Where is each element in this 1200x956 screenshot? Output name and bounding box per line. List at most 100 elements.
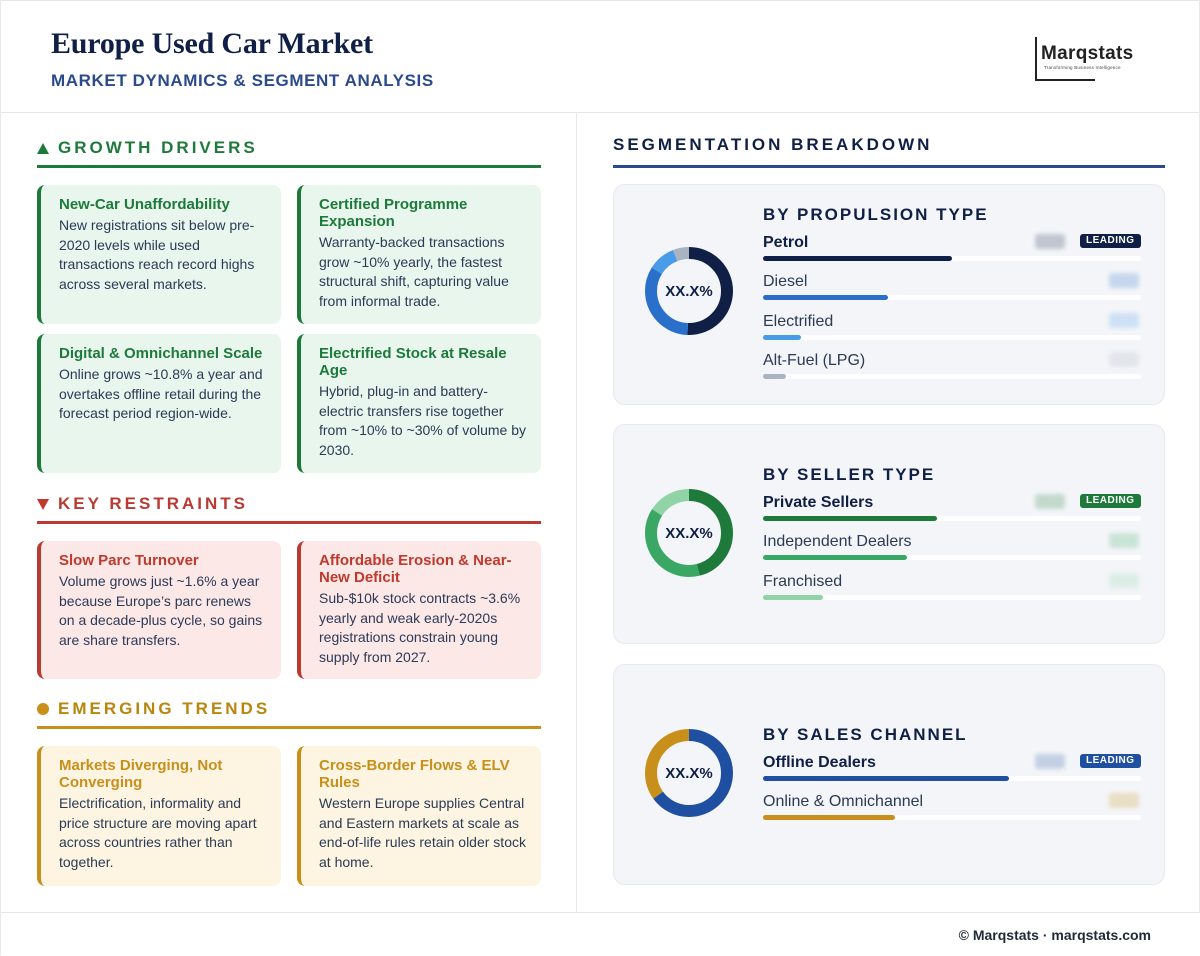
segment-label: Petrol xyxy=(763,234,809,251)
emerging-trends-heading: EMERGING TRENDS xyxy=(37,699,541,729)
segment-bar-fill xyxy=(763,256,952,261)
panel-title: BY SALES CHANNEL xyxy=(763,725,968,744)
segment-bar-fill xyxy=(763,295,888,300)
segment-bar-fill xyxy=(763,776,1009,781)
segment-bar-track xyxy=(763,815,1141,820)
logo-bracket-icon xyxy=(1035,37,1037,81)
header: Europe Used Car Market MARKET DYNAMICS &… xyxy=(1,1,1200,113)
emerging-trends-title: EMERGING TRENDS xyxy=(58,699,271,718)
segment-row: Petrol LEADING xyxy=(763,234,1141,270)
segment-row: Independent Dealers xyxy=(763,533,1141,569)
card-title: Slow Parc Turnover xyxy=(59,552,199,569)
growth-card-2: Certified Programme Expansion Warranty-b… xyxy=(297,185,541,324)
footer-credit: © Marqstats · marqstats.com xyxy=(958,927,1151,943)
key-restraints-title: KEY RESTRAINTS xyxy=(58,494,248,513)
card-title: Cross-Border Flows & ELV Rules xyxy=(319,757,510,791)
donut-chart xyxy=(645,729,733,817)
segment-bar-fill xyxy=(763,595,824,600)
card-title: Markets Diverging, Not Converging xyxy=(59,757,223,791)
segment-bar-fill xyxy=(763,815,896,820)
trend-card-2: Cross-Border Flows & ELV Rules Western E… xyxy=(297,746,541,886)
footer: © Marqstats · marqstats.com xyxy=(1,912,1200,956)
card-body: Hybrid, plug-in and battery-electric tra… xyxy=(319,383,526,458)
segment-row: Online & Omnichannel xyxy=(763,793,1141,829)
column-divider xyxy=(576,113,577,913)
growth-card-1: New-Car Unaffordability New registration… xyxy=(37,185,281,324)
segment-bar-fill xyxy=(763,335,801,340)
blurred-value xyxy=(1035,234,1065,249)
key-restraints-heading: KEY RESTRAINTS xyxy=(37,494,541,524)
donut-slice-3 xyxy=(645,489,733,577)
segment-bar-track xyxy=(763,335,1141,340)
donut-slice-2 xyxy=(645,489,733,577)
blurred-value xyxy=(1109,533,1139,548)
logo-underline-icon xyxy=(1035,79,1095,81)
leading-badge: LEADING xyxy=(1080,234,1141,248)
card-title: Electrified Stock at Resale Age xyxy=(319,345,507,379)
segment-label: Private Sellers xyxy=(763,494,874,511)
donut-center-label: XX.X% xyxy=(665,764,713,782)
seller-donut: XX.X% xyxy=(642,486,736,580)
segment-row: Alt-Fuel (LPG) xyxy=(763,352,1141,388)
channel-donut: XX.X% xyxy=(642,726,736,820)
segment-bar-track xyxy=(763,374,1141,379)
logo-wordmark: Marqstats xyxy=(1041,43,1134,64)
logo-tagline: Transforming Business Intelligence xyxy=(1044,65,1121,70)
segment-label: Franchised xyxy=(763,573,843,590)
segment-label: Independent Dealers xyxy=(763,533,912,550)
donut-chart xyxy=(645,489,733,577)
page-title: Europe Used Car Market xyxy=(51,27,373,60)
segment-label: Alt-Fuel (LPG) xyxy=(763,352,866,369)
segment-row: Diesel xyxy=(763,273,1141,309)
growth-drivers-heading: GROWTH DRIVERS xyxy=(37,138,541,168)
leading-badge: LEADING xyxy=(1080,754,1141,768)
channel-panel: BY SALES CHANNEL XX.X% Offline Dealers LE… xyxy=(613,664,1165,885)
donut-slice-2 xyxy=(645,729,733,817)
segment-bar-fill xyxy=(763,516,937,521)
card-title: New-Car Unaffordability xyxy=(59,196,230,213)
card-body: Warranty-backed transactions grow ~10% y… xyxy=(319,234,509,309)
card-body: New registrations sit below pre-2020 lev… xyxy=(59,217,255,292)
segment-bar-fill xyxy=(763,555,907,560)
blurred-value xyxy=(1035,494,1065,509)
blurred-value xyxy=(1109,313,1139,328)
growth-card-3: Digital & Omnichannel Scale Online grows… xyxy=(37,334,281,473)
blurred-value xyxy=(1109,793,1139,808)
circle-dot-icon xyxy=(37,702,51,716)
segmentation-heading: SEGMENTATION BREAKDOWN xyxy=(613,135,1165,168)
growth-drivers-title: GROWTH DRIVERS xyxy=(58,138,258,157)
restraint-card-1: Slow Parc Turnover Volume grows just ~1.… xyxy=(37,541,281,679)
blurred-value xyxy=(1035,754,1065,769)
segmentation-title: SEGMENTATION BREAKDOWN xyxy=(613,135,933,154)
trend-card-1: Markets Diverging, Not Converging Electr… xyxy=(37,746,281,886)
segment-label: Online & Omnichannel xyxy=(763,793,924,810)
donut-chart xyxy=(645,247,733,335)
triangle-up-icon xyxy=(37,141,51,155)
propulsion-panel: BY PROPULSION TYPE XX.X% Petrol LEADING Di… xyxy=(613,184,1165,405)
donut-center-label: XX.X% xyxy=(665,282,713,300)
segment-label: Electrified xyxy=(763,313,834,330)
card-title: Certified Programme Expansion xyxy=(319,196,468,230)
segment-bar-track xyxy=(763,776,1141,781)
segment-bar-track xyxy=(763,295,1141,300)
marqstats-logo: Marqstats Transforming Business Intellig… xyxy=(1035,37,1153,81)
segment-bar-track xyxy=(763,555,1141,560)
segment-bar-fill xyxy=(763,374,786,379)
card-title: Digital & Omnichannel Scale xyxy=(59,345,263,362)
panel-title: BY SELLER TYPE xyxy=(763,465,936,484)
segment-bar-track xyxy=(763,516,1141,521)
segment-bar-track xyxy=(763,595,1141,600)
card-body: Online grows ~10.8% a year and overtakes… xyxy=(59,366,263,421)
card-body: Western Europe supplies Central and East… xyxy=(319,795,526,870)
page-subtitle: MARKET DYNAMICS & SEGMENT ANALYSIS xyxy=(51,71,434,90)
card-title: Affordable Erosion & Near-New Deficit xyxy=(319,552,512,586)
segment-row: Private Sellers LEADING xyxy=(763,494,1141,530)
card-body: Sub-$10k stock contracts ~3.6% yearly an… xyxy=(319,590,521,665)
seller-panel: BY SELLER TYPE XX.X% Private Sellers LEAD… xyxy=(613,424,1165,644)
donut-center-label: XX.X% xyxy=(665,524,713,542)
blurred-value xyxy=(1109,273,1139,288)
propulsion-donut: XX.X% xyxy=(642,244,736,338)
segment-bar-track xyxy=(763,256,1141,261)
leading-badge: LEADING xyxy=(1080,494,1141,508)
